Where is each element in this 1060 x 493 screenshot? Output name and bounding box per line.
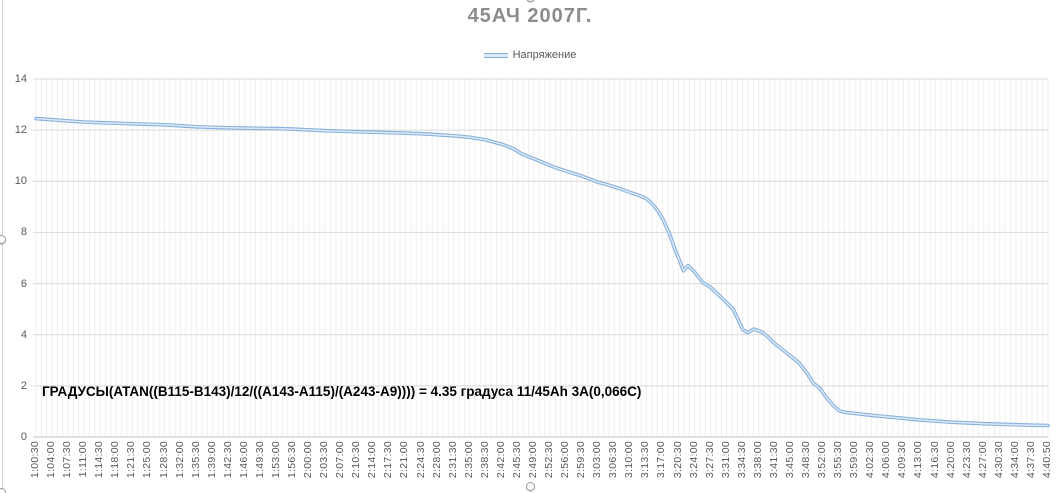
legend[interactable]: Напряжение bbox=[0, 49, 1060, 61]
x-axis-label: 3:20:30 bbox=[671, 441, 684, 479]
y-axis-label: 10 bbox=[14, 175, 27, 188]
resize-handle-left-middle[interactable] bbox=[0, 235, 6, 244]
x-axis-label: 2:49:00 bbox=[526, 441, 539, 479]
x-axis-label: 2:03:30 bbox=[318, 441, 331, 479]
x-axis-label: 4:34:00 bbox=[1008, 441, 1021, 479]
x-axis-label: 4:13:00 bbox=[912, 441, 925, 479]
x-axis-label: 2:17:30 bbox=[382, 441, 395, 479]
x-axis-label: 4:20:00 bbox=[944, 441, 957, 479]
x-axis-label: 4:37:30 bbox=[1024, 441, 1037, 479]
x-axis-label: 3:06:30 bbox=[607, 441, 620, 479]
x-axis-label: 3:17:00 bbox=[655, 441, 668, 479]
x-axis-label: 2:45:30 bbox=[510, 441, 523, 479]
x-axis-label: 3:10:00 bbox=[623, 441, 636, 479]
x-axis-label: 4:27:00 bbox=[976, 441, 989, 479]
y-axis-label: 0 bbox=[20, 431, 27, 443]
x-axis-label: 3:41:30 bbox=[767, 441, 780, 479]
x-axis-label: 1:53:00 bbox=[269, 441, 282, 479]
legend-label: Напряжение bbox=[512, 49, 577, 61]
y-axis-label: 2 bbox=[20, 379, 27, 392]
y-axis-label: 4 bbox=[20, 328, 27, 341]
x-axis-label: 1:11:00 bbox=[77, 441, 90, 478]
x-axis-label: 3:52:00 bbox=[816, 441, 829, 479]
x-axis-label: 2:24:30 bbox=[414, 441, 427, 479]
x-axis-label: 1:56:30 bbox=[286, 441, 299, 479]
chart-title[interactable]: 45АЧ 2007Г. bbox=[467, 5, 593, 27]
x-axis-label: 2:07:00 bbox=[334, 441, 347, 479]
resize-handle-bottom-middle[interactable] bbox=[526, 482, 535, 491]
x-axis-label: 1:49:30 bbox=[253, 441, 266, 479]
x-axis-label: 3:59:00 bbox=[848, 441, 861, 479]
x-axis-label: 1:04:00 bbox=[45, 441, 58, 479]
x-axis-label: 2:31:30 bbox=[446, 441, 459, 479]
x-axis-label: 1:21:30 bbox=[125, 441, 138, 479]
x-axis-label: 3:24:00 bbox=[687, 441, 700, 479]
x-axis-label: 2:14:00 bbox=[366, 441, 379, 479]
x-axis-label: 2:38:30 bbox=[478, 441, 491, 479]
x-axis-label: 2:10:30 bbox=[350, 441, 363, 479]
x-axis-label: 2:56:00 bbox=[559, 441, 572, 479]
x-axis-label: 2:35:00 bbox=[462, 441, 475, 479]
y-axis-label: 6 bbox=[20, 277, 27, 290]
x-axis-label: 3:34:30 bbox=[735, 441, 748, 479]
x-axis-label: 4:23:30 bbox=[960, 441, 973, 479]
x-axis-label: 1:28:30 bbox=[157, 441, 170, 479]
series-line-inner-highlight bbox=[35, 117, 1049, 427]
x-axis-label: 1:07:30 bbox=[61, 441, 74, 479]
x-axis-label: 4:16:30 bbox=[928, 441, 941, 479]
x-axis-label: 1:46:00 bbox=[237, 441, 250, 479]
x-axis-label: 4:40:50 bbox=[1041, 441, 1053, 479]
x-axis-label: 3:55:30 bbox=[832, 441, 845, 479]
x-axis-label: 1:35:30 bbox=[189, 441, 202, 479]
x-axis-label: 4:30:30 bbox=[992, 441, 1005, 479]
y-axis-label: 14 bbox=[14, 73, 27, 85]
annotation-textbox[interactable]: ГРАДУСЫ(ATAN((B115-B143)/12/((A143-A115)… bbox=[42, 384, 642, 399]
x-axis-label: 2:42:00 bbox=[494, 441, 507, 479]
x-axis-label: 3:13:30 bbox=[639, 441, 652, 479]
x-axis-label: 2:28:00 bbox=[430, 441, 443, 479]
x-axis-label: 2:21:00 bbox=[398, 441, 411, 479]
x-axis-label: 1:18:00 bbox=[109, 441, 122, 479]
x-axis-label: 3:38:00 bbox=[751, 441, 764, 479]
x-axis-label: 1:42:30 bbox=[221, 441, 234, 479]
x-axis-label: 4:09:30 bbox=[896, 441, 909, 479]
x-axis-label: 1:39:00 bbox=[205, 441, 218, 479]
x-axis-label: 1:25:00 bbox=[141, 441, 154, 479]
x-axis-label: 2:59:30 bbox=[575, 441, 588, 479]
x-axis-label: 4:06:00 bbox=[880, 441, 893, 479]
x-axis-label: 1:32:00 bbox=[173, 441, 186, 479]
x-axis-label: 3:45:00 bbox=[783, 441, 796, 479]
x-axis-label: 1:00:30 bbox=[29, 441, 41, 479]
chart-selection-border-left bbox=[2, 0, 3, 493]
x-axis-label: 3:03:00 bbox=[591, 441, 604, 479]
x-axis-label: 1:14:30 bbox=[93, 441, 106, 479]
x-axis-label: 4:02:30 bbox=[864, 441, 877, 479]
resize-handle-bottom-left[interactable] bbox=[0, 488, 6, 493]
series-line-напряжение[interactable] bbox=[34, 116, 1050, 428]
x-axis-label: 3:48:30 bbox=[800, 441, 813, 479]
legend-line-marker-icon bbox=[483, 52, 508, 58]
x-axis-label: 2:52:30 bbox=[543, 441, 556, 479]
x-axis-label: 3:31:00 bbox=[719, 441, 732, 479]
y-axis-label: 8 bbox=[20, 226, 27, 239]
x-axis-label: 3:27:30 bbox=[703, 441, 716, 479]
y-axis-label: 12 bbox=[14, 124, 27, 137]
x-axis-label: 2:00:00 bbox=[302, 441, 315, 479]
